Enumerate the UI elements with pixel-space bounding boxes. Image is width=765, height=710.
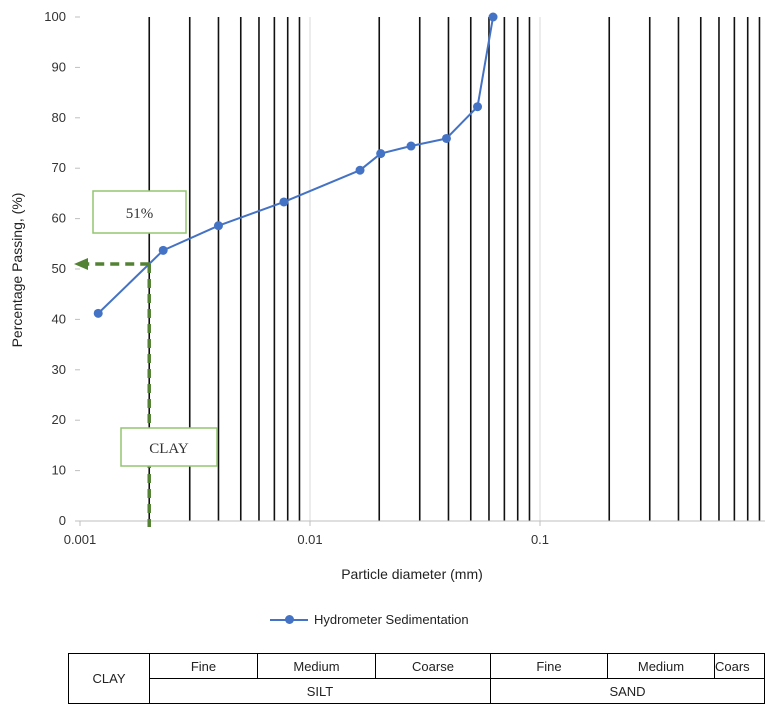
y-tick-label-20: 20 — [52, 412, 66, 427]
value-box-label: 51% — [126, 206, 154, 222]
y-tick-label-100: 100 — [44, 9, 66, 24]
data-point-9 — [488, 12, 498, 22]
grid-lines — [148, 17, 761, 521]
y-tick-label-40: 40 — [52, 311, 66, 326]
arrow-head-icon — [74, 257, 88, 270]
sand-coarse-cell: Coars — [714, 653, 765, 679]
silt-cell: SILT — [149, 678, 491, 704]
chart: 0 10 20 30 40 50 60 70 80 90 100 0.001 0.01 0.1 51% CL… — [9, 9, 765, 582]
silt-medium-cell: Medium — [257, 653, 376, 679]
sand-fine-cell: Fine — [490, 653, 608, 679]
y-tick-label-10: 10 — [52, 463, 66, 478]
data-point-7 — [441, 133, 451, 143]
x-tick-label-0.001: 0.001 — [64, 532, 97, 547]
y-tick-label-90: 90 — [52, 59, 66, 74]
legend-label: Hydrometer Sedimentation — [314, 612, 469, 627]
clay-box — [120, 427, 218, 467]
legend: Hydrometer Sedimentation — [270, 612, 469, 627]
x-tick-label-0.01: 0.01 — [297, 532, 322, 547]
y-tick-label-0: 0 — [59, 513, 66, 528]
sand-cell: SAND — [490, 678, 765, 704]
y-tick-label-80: 80 — [52, 110, 66, 125]
data-point-6 — [406, 141, 416, 151]
annotations: 51% CLAY — [74, 190, 218, 527]
data-point-1 — [158, 245, 168, 255]
y-tick-label-50: 50 — [52, 261, 66, 276]
value-box — [92, 190, 187, 234]
data-point-4 — [355, 165, 365, 175]
silt-coarse-cell: Coarse — [375, 653, 491, 679]
y-tick-label-30: 30 — [52, 362, 66, 377]
data-point-3 — [279, 197, 289, 207]
axes — [75, 16, 765, 526]
x-axis-title: Particle diameter (mm) — [341, 566, 483, 582]
clay-box-label: CLAY — [149, 441, 189, 457]
data-point-2 — [213, 221, 223, 231]
y-axis-title: Percentage Passing, (%) — [9, 193, 25, 348]
y-tick-label-60: 60 — [52, 211, 66, 226]
x-tick-label-0.1: 0.1 — [531, 532, 549, 547]
data-point-0 — [93, 308, 103, 318]
data-point-8 — [473, 102, 483, 112]
silt-fine-cell: Fine — [149, 653, 258, 679]
clay-cell: CLAY — [68, 653, 150, 704]
soil-classification-table: CLAY Fine Medium Coarse Fine Medium Coar… — [68, 653, 765, 704]
y-tick-label-70: 70 — [52, 160, 66, 175]
data-point-5 — [376, 149, 386, 159]
data-series — [93, 12, 498, 318]
tick-labels: 0 10 20 30 40 50 60 70 80 90 100 0.001 0.01 0.1 — [44, 9, 549, 547]
legend-line-icon — [270, 614, 308, 624]
series-line-0 — [97, 16, 495, 315]
sand-medium-cell: Medium — [607, 653, 715, 679]
